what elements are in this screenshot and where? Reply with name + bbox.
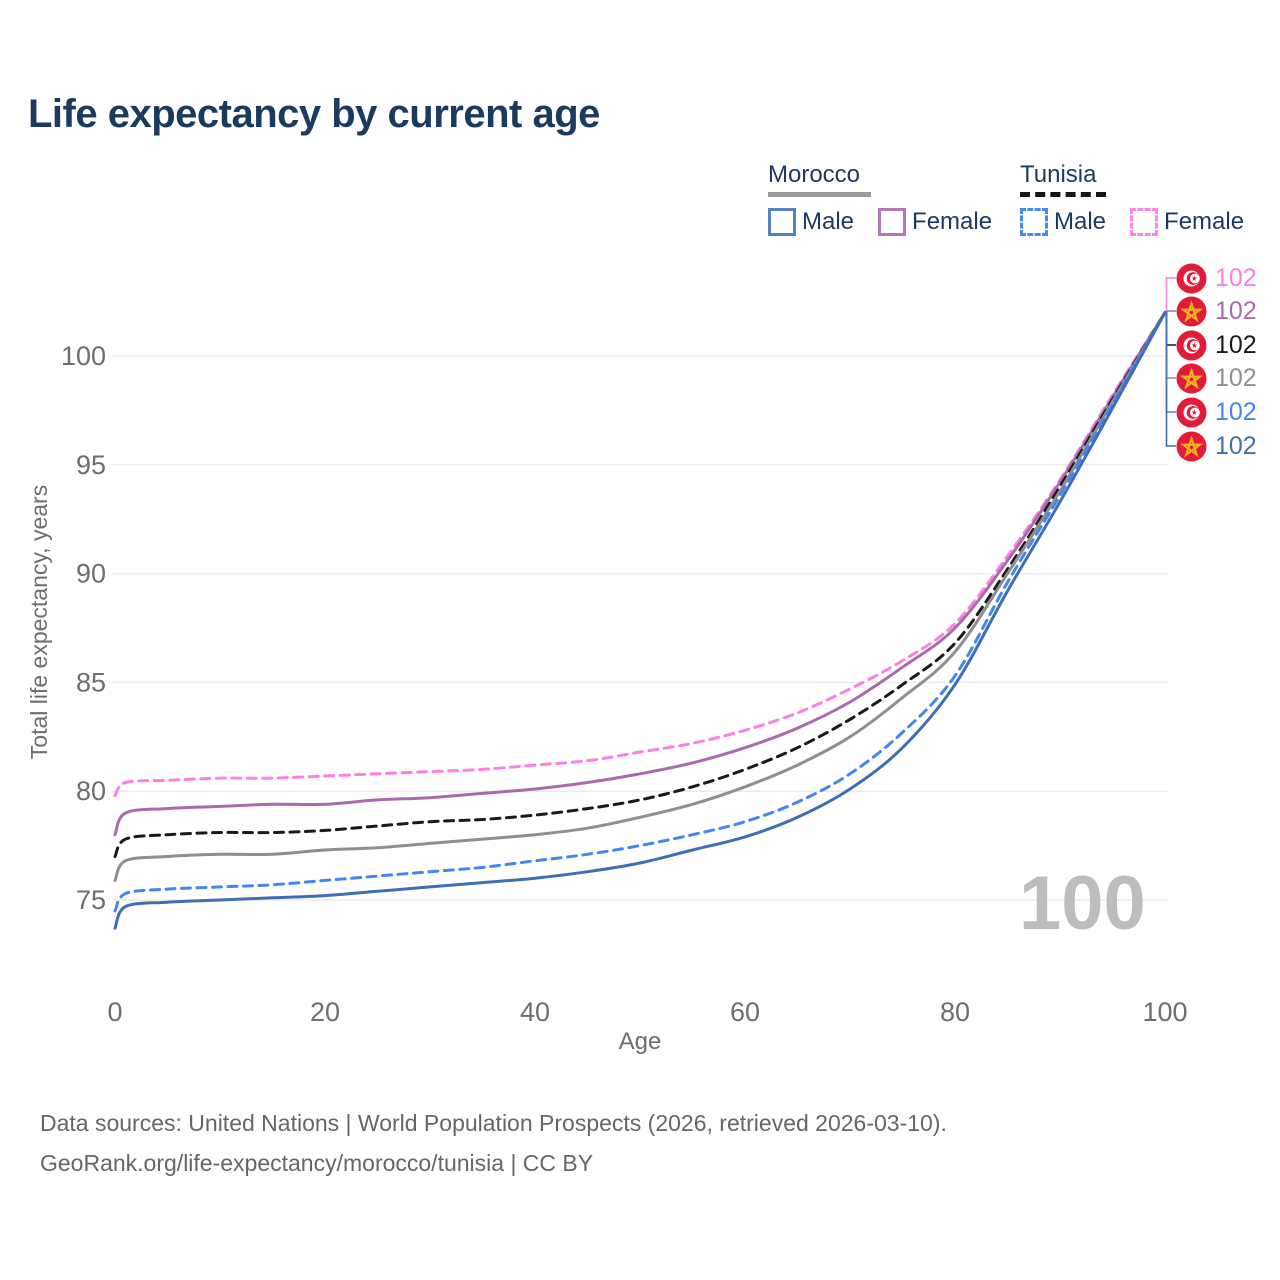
tunisia-dashed-line-swatch-icon xyxy=(1020,192,1106,197)
x-axis-title: Age xyxy=(619,1028,662,1055)
legend-item-label: Female xyxy=(912,208,993,235)
endpoint-value: 102 xyxy=(1215,296,1257,325)
legend-item-label: Male xyxy=(802,208,855,235)
x-tick-label: 20 xyxy=(310,997,340,1027)
morocco-male-swatch-icon xyxy=(768,208,796,236)
series-line-4[interactable] xyxy=(113,311,1167,913)
tunisia-male-swatch-icon xyxy=(1020,208,1048,236)
endpoint-value: 102 xyxy=(1215,431,1257,460)
x-tick-label: 80 xyxy=(940,997,970,1027)
legend-item-morocco-male[interactable]: Male xyxy=(768,208,854,236)
series-line-0[interactable] xyxy=(113,311,1167,798)
endpoint-row-tunisia-male[interactable]: 102 xyxy=(1176,396,1257,428)
legend-item-tunisia-female[interactable]: Female xyxy=(1130,208,1244,236)
x-tick-label: 0 xyxy=(107,997,122,1027)
endpoint-row-morocco-both[interactable]: 102 xyxy=(1176,362,1257,394)
attribution-link-text[interactable]: GeoRank.org/life-expectancy/morocco/tuni… xyxy=(40,1150,594,1176)
legend-item-morocco-female[interactable]: Female xyxy=(878,208,992,236)
morocco-female-swatch-icon xyxy=(878,208,907,236)
y-axis-title: Total life expectancy, years xyxy=(26,485,52,759)
tunisia-flag-icon xyxy=(1176,330,1207,360)
x-tick-label: 100 xyxy=(1142,997,1187,1027)
morocco-solid-line-swatch-icon xyxy=(768,192,871,197)
x-tick-label: 60 xyxy=(730,997,760,1027)
legend-country-label-tunisia: Tunisia xyxy=(1020,161,1097,188)
legend-item-label: Female xyxy=(1164,208,1245,235)
series-line-5[interactable] xyxy=(113,311,1167,930)
x-tick-label: 40 xyxy=(520,997,550,1027)
endpoint-value: 102 xyxy=(1215,330,1257,359)
morocco-flag-icon xyxy=(1176,430,1207,462)
legend-item-label: Male xyxy=(1054,208,1107,235)
endpoint-row-morocco-male[interactable]: 102 xyxy=(1176,430,1257,462)
tunisia-flag-icon xyxy=(1176,397,1207,427)
leader-line xyxy=(1165,277,1176,313)
legend-group-morocco: Morocco Male Female xyxy=(768,161,1016,236)
endpoint-row-tunisia-female[interactable]: 102 xyxy=(1176,262,1257,294)
data-sources-text: Data sources: United Nations | World Pop… xyxy=(40,1110,947,1136)
endpoint-value: 102 xyxy=(1215,363,1257,392)
y-tick-label: 90 xyxy=(76,559,106,589)
endpoint-value: 102 xyxy=(1215,263,1257,292)
y-tick-label: 95 xyxy=(76,450,106,480)
morocco-flag-icon xyxy=(1176,362,1207,394)
series-line-1[interactable] xyxy=(113,311,1167,837)
y-tick-label: 80 xyxy=(76,776,106,806)
y-tick-label: 100 xyxy=(61,341,106,371)
legend-item-tunisia-male[interactable]: Male xyxy=(1020,208,1106,236)
endpoint-row-morocco-female[interactable]: 102 xyxy=(1176,295,1257,327)
legend-group-tunisia: Tunisia Male Female xyxy=(1020,161,1268,236)
age-watermark: 100 xyxy=(1019,861,1146,946)
leader-line xyxy=(1165,311,1176,447)
page-title: Life expectancy by current age xyxy=(28,92,600,136)
endpoint-row-tunisia-both[interactable]: 102 xyxy=(1176,329,1257,361)
series-line-3[interactable] xyxy=(113,311,1167,882)
morocco-flag-icon xyxy=(1176,295,1207,327)
legend-country-label-morocco: Morocco xyxy=(768,161,861,188)
y-tick-label: 75 xyxy=(76,885,106,915)
series-line-2[interactable] xyxy=(113,311,1167,858)
tunisia-female-swatch-icon xyxy=(1130,208,1159,236)
endpoint-value: 102 xyxy=(1215,397,1257,426)
tunisia-flag-icon xyxy=(1176,263,1207,293)
y-tick-label: 85 xyxy=(76,667,106,697)
